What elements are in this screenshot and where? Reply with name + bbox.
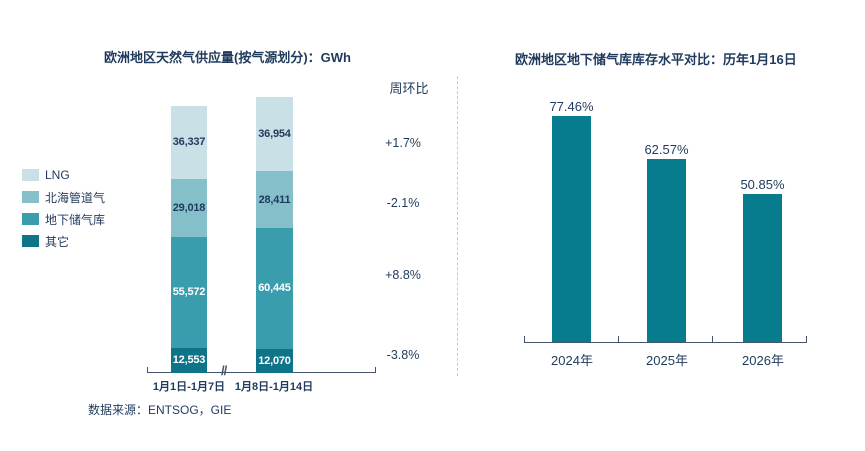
legend-label-north-sea-pipeline: 北海管道气 (45, 190, 106, 205)
stacked-bar-segment-LNG: 36,337 (171, 106, 207, 179)
right-x-axis-tick-1 (524, 336, 525, 342)
stacked-bar-segment-LNG: 36,954 (256, 97, 293, 172)
left-chart-legend: LNG 北海管道气 地下储气库 其它 (22, 164, 105, 252)
wow-value-underground-storage: +8.8% (385, 268, 421, 282)
left-x-axis-tick-start (147, 367, 148, 373)
legend-swatch-north-sea-pipeline (22, 191, 39, 203)
legend-label-lng: LNG (45, 168, 70, 182)
right-category-label-2024: 2024年 (551, 353, 593, 368)
stacked-bar-segment-地下储气库: 55,572 (171, 236, 207, 348)
charts-divider-line (457, 76, 458, 376)
storage-level-bar-2024年 (552, 115, 591, 342)
left-x-axis-tick-end (375, 367, 376, 373)
storage-level-bar-2026年 (743, 193, 782, 342)
right-x-axis-tick-3 (712, 336, 713, 342)
right-x-axis-tick-2 (618, 336, 619, 342)
left-chart-title: 欧洲地区天然气供应量(按气源划分)：GWh (104, 50, 351, 65)
stacked-bar-segment-北海管道气: 28,411 (256, 171, 293, 228)
stacked-bar-segment-地下储气库: 60,445 (256, 227, 293, 349)
right-x-axis-line (524, 342, 807, 343)
legend-item-underground-storage: 地下储气库 (22, 208, 105, 230)
data-source-note: 数据来源：ENTSOG，GIE (88, 403, 232, 417)
axis-break-mark: // (221, 363, 227, 378)
storage-level-value-2024年: 77.46% (549, 98, 594, 114)
stacked-bar-segment-其它: 12,553 (171, 347, 207, 373)
storage-level-value-2026年: 50.85% (740, 176, 785, 192)
wow-value-other: -3.8% (386, 348, 420, 362)
legend-item-north-sea-pipeline: 北海管道气 (22, 186, 105, 208)
right-chart-title: 欧洲地区地下储气库库存水平对比：历年1月16日 (515, 52, 797, 67)
right-category-label-2025: 2025年 (646, 353, 688, 368)
legend-swatch-underground-storage (22, 213, 39, 225)
left-category-label-week1: 1月1日-1月7日 (152, 381, 226, 393)
stacked-bar-segment-北海管道气: 29,018 (171, 178, 207, 237)
right-x-axis-tick-4 (806, 336, 807, 342)
storage-level-value-2025年: 62.57% (644, 142, 689, 158)
stacked-bar-segment-其它: 12,070 (256, 348, 293, 373)
legend-item-lng: LNG (22, 164, 105, 186)
wow-column-header: 周环比 (389, 81, 429, 96)
legend-label-other: 其它 (45, 234, 70, 249)
storage-level-bar-2025年 (647, 159, 686, 342)
legend-swatch-lng (22, 169, 39, 181)
wow-value-lng: +1.7% (385, 136, 421, 150)
legend-label-underground-storage: 地下储气库 (45, 212, 106, 227)
legend-item-other: 其它 (22, 230, 105, 252)
right-category-label-2026: 2026年 (742, 353, 784, 368)
left-category-label-week2: 1月8日-1月14日 (234, 381, 314, 393)
legend-swatch-other (22, 235, 39, 247)
wow-value-north-sea-pipeline: -2.1% (386, 196, 420, 210)
